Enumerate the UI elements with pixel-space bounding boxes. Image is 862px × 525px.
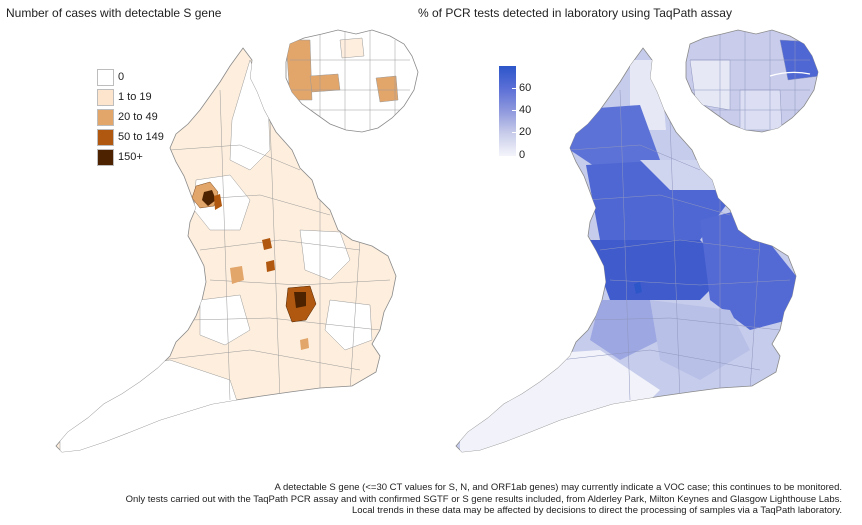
legend-label: 0 [118, 71, 125, 83]
left-london-inset [286, 30, 410, 130]
legend-swatch [97, 148, 114, 166]
left-legend: 0 1 to 19 20 to 49 50 to 149 150+ [97, 67, 164, 167]
legend-swatch [97, 108, 114, 126]
footnote: A detectable S gene (<=30 CT values for … [126, 482, 842, 517]
footnote-line-2: Only tests carried out with the TaqPath … [125, 493, 842, 505]
legend-swatch [97, 68, 114, 86]
colorbar-label-0: 0 [519, 149, 526, 161]
colorbar-tick [512, 110, 516, 111]
legend-swatch [97, 88, 114, 106]
maps-canvas [55, 29, 819, 453]
legend-item-0: 0 [97, 67, 164, 87]
colorbar-label-20: 20 [519, 126, 532, 138]
colorbar-tick [512, 132, 516, 133]
left-map-title: Number of cases with detectable S gene [6, 6, 222, 20]
legend-item-150-plus: 150+ [97, 147, 164, 167]
colorbar-label-40: 40 [519, 104, 532, 116]
legend-label: 1 to 19 [118, 91, 152, 103]
legend-label: 150+ [118, 151, 143, 163]
right-colorbar [499, 66, 516, 156]
footnote-line-1: A detectable S gene (<=30 CT values for … [274, 482, 843, 493]
legend-label: 20 to 49 [118, 111, 158, 123]
colorbar-label-60: 60 [519, 82, 532, 94]
right-map-title: % of PCR tests detected in laboratory us… [418, 6, 732, 20]
legend-item-20-to-49: 20 to 49 [97, 107, 164, 127]
legend-item-50-to-149: 50 to 149 [97, 127, 164, 147]
legend-label: 50 to 149 [118, 131, 164, 143]
legend-item-1-to-19: 1 to 19 [97, 87, 164, 107]
legend-swatch [97, 128, 114, 146]
colorbar-tick [512, 88, 516, 89]
left-map-districts [59, 59, 391, 452]
left-england-map [55, 29, 419, 453]
footnote-line-3: Local trends in these data may be affect… [351, 505, 842, 516]
